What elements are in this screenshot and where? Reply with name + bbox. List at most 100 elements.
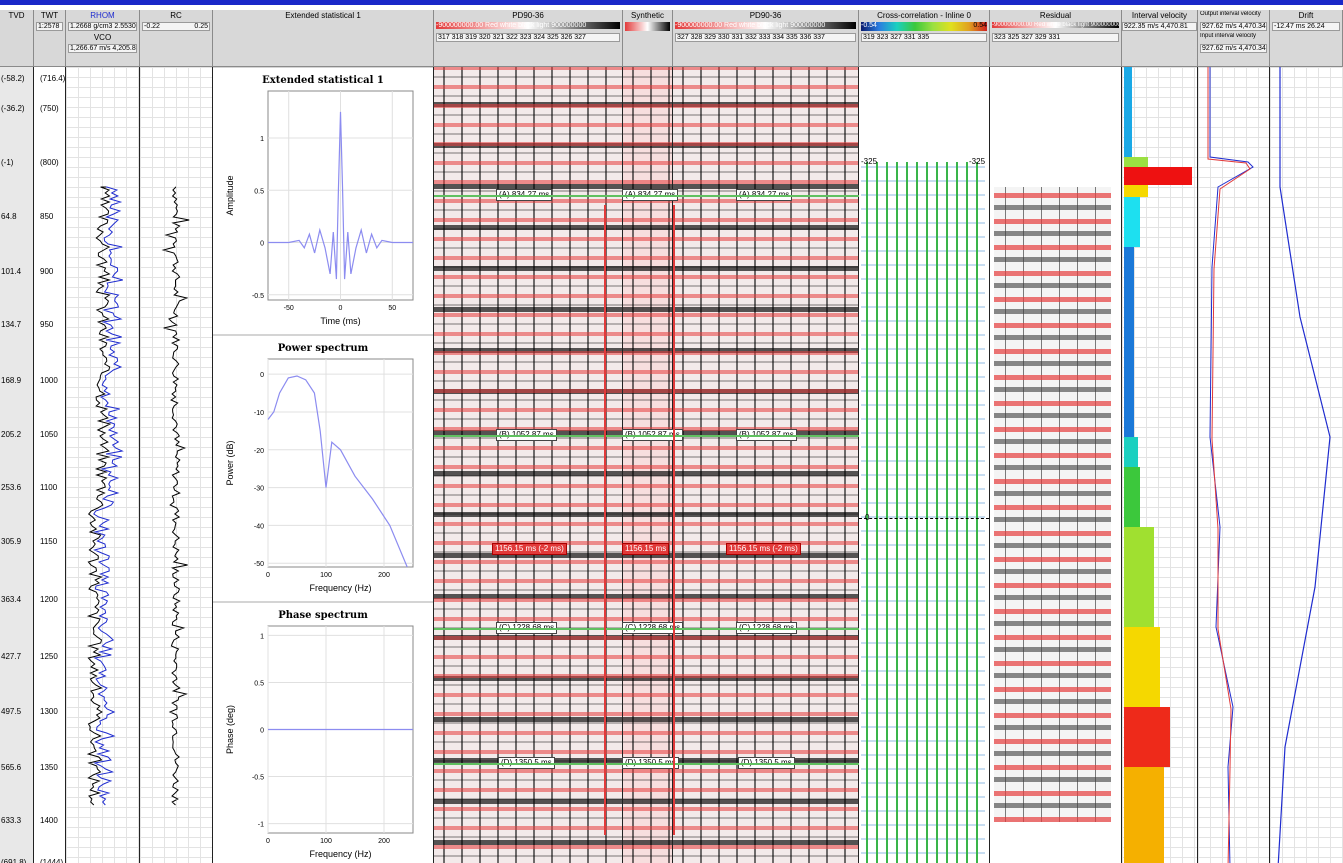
ivel-track[interactable] (1122, 67, 1198, 863)
tvd-label: 363.4 (1, 595, 22, 604)
header-oivel[interactable]: Output interval velocity 927.62 m/s 4,47… (1198, 10, 1270, 67)
header-twt[interactable]: TWT 1:2578 (34, 10, 66, 67)
oivel-title: Output interval velocity (1200, 11, 1261, 17)
depth-labels: (-58.2) (716.4) (-36.2) (750) (-1) (800) 64.8 8… (0, 67, 66, 863)
vco-curve (86, 186, 112, 806)
ivel-bar (1124, 247, 1134, 437)
x-tick: 0 (266, 572, 270, 579)
rc-log-plot (161, 186, 190, 806)
tvd-label: 101.4 (1, 267, 22, 276)
x-tick: 0 (266, 838, 270, 845)
header-twt-title: TWT (40, 11, 59, 20)
twt-label: 1000 (40, 376, 58, 385)
xcor-zero-label: 0 (865, 513, 870, 522)
twt-label: (1444) (40, 858, 64, 863)
rc-range: -0.22 0.25 (142, 22, 210, 31)
resid-colorbar: -900000000.00 Red white black light 9000… (992, 22, 1119, 28)
plot-title: Phase spectrum (278, 610, 368, 621)
synthetic-track[interactable] (623, 67, 673, 863)
oivel-track[interactable] (1198, 67, 1270, 863)
x-axis-label: Time (ms) (320, 316, 360, 326)
y-tick: -50 (254, 561, 264, 568)
header-syn[interactable]: Synthetic (623, 10, 673, 67)
xcor-max: 0.54 (973, 22, 987, 29)
header-ext[interactable]: Extended statistical 1 (213, 10, 434, 67)
header-pd2[interactable]: PD90-36 -900000000.00 Red white black li… (673, 10, 859, 67)
plot-title: Power spectrum (278, 343, 369, 354)
rhom-log-plot (86, 186, 124, 806)
header-xcor-title: Cross-correlation - Inline 0 (877, 11, 971, 20)
shift-vertical-line[interactable] (604, 205, 606, 835)
header-tvd[interactable]: TVD (0, 10, 34, 67)
drift-range: -12.47 ms 26.24 (1272, 22, 1340, 31)
y-tick: 0 (260, 728, 264, 735)
series-line (267, 375, 408, 568)
tvd-label: 205.2 (1, 430, 22, 439)
seismic-pd1-track[interactable] (434, 67, 623, 863)
rhom-track[interactable] (66, 67, 140, 863)
header-pd2-title: PD90-36 (749, 11, 782, 20)
ivel-bar (1124, 167, 1192, 185)
tvd-label: 64.8 (1, 212, 17, 221)
header-rhom-title: RHOM (90, 11, 115, 20)
plot-title: Extended statistical 1 (262, 75, 384, 86)
ivel-bar (1124, 185, 1148, 197)
marker-b-line[interactable] (434, 435, 859, 437)
header-syn-title: Synthetic (631, 11, 664, 20)
twt-label: 850 (40, 212, 54, 221)
marker-a-line[interactable] (434, 195, 859, 197)
xcor-zero-line (859, 518, 989, 519)
marker-d-line[interactable] (434, 763, 859, 765)
ivel-bars (1124, 67, 1192, 863)
x-tick: 200 (378, 572, 390, 579)
drift-track[interactable] (1270, 67, 1343, 863)
header-ivel[interactable]: Interval velocity 922.35 m/s 4,470.81 (1122, 10, 1198, 67)
y-tick: -1 (258, 822, 264, 829)
twt-label: 900 (40, 267, 54, 276)
twt-label: (716.4) (40, 74, 66, 83)
wavelet-track[interactable]: Extended statistical 1 -50 0 50 1 0.5 0 -0.5 Tim… (213, 67, 434, 863)
tvd-label: (-36.2) (1, 104, 25, 113)
header-drift[interactable]: Drift -12.47 ms 26.24 (1270, 10, 1343, 67)
y-axis-label: Amplitude (225, 175, 235, 215)
seismic-pd2-track[interactable] (673, 67, 859, 863)
shift-marker-syn[interactable]: 1156.15 ms (622, 543, 670, 555)
tvd-label: 565.6 (1, 763, 22, 772)
y-tick: -40 (254, 523, 264, 530)
tvd-label: 253.6 (1, 483, 22, 492)
header-pd1[interactable]: PD90-36 -900000000.00 Red white black li… (434, 10, 623, 67)
wavelet-plots: Extended statistical 1-50 0 5010.50-0.5Tim… (213, 67, 433, 859)
plot-frame (267, 358, 414, 568)
xcor-label-right: -325 (969, 157, 986, 166)
y-tick: -0.5 (252, 775, 264, 782)
twt-label: (750) (40, 104, 59, 113)
drift-curve (1277, 67, 1331, 863)
shift-marker-pd2[interactable]: 1156.15 ms (-2 ms) (726, 543, 801, 555)
tvd-label: 497.5 (1, 707, 22, 716)
xcor-track[interactable]: -325 -325 0 (859, 67, 990, 863)
resid-ticks: 323 325 327 329 331 (992, 33, 1119, 42)
x-tick: 100 (320, 838, 332, 845)
shift-vertical-line-2[interactable] (673, 205, 675, 835)
x-axis-label: Frequency (Hz) (309, 849, 371, 859)
marker-c-line[interactable] (434, 628, 859, 630)
rc-track[interactable] (140, 67, 213, 863)
tvd-label: 305.9 (1, 537, 22, 546)
y-tick: -0.5 (252, 293, 264, 300)
header-rc[interactable]: RC -0.22 0.25 (140, 10, 213, 67)
header-resid[interactable]: Residual -900000000.00 Red white black l… (990, 10, 1122, 67)
ivel-bar (1124, 157, 1148, 167)
twt-label: 1350 (40, 763, 58, 772)
header-pd1-title: PD90-36 (512, 11, 544, 20)
residual-track[interactable] (990, 67, 1122, 863)
tvd-label: 427.7 (1, 652, 22, 661)
header-rhom[interactable]: RHOM 1.2668 g/cm3 2.5530 VCO 1,266.67 m/… (66, 10, 140, 67)
oivel-range: 927.62 m/s 4,470.34 (1200, 22, 1267, 31)
tvd-label: (-1) (1, 158, 14, 167)
ivel-bar (1124, 767, 1164, 863)
header-xcor[interactable]: Cross-correlation - Inline 0 -0.54 0.54 3… (859, 10, 990, 67)
shift-marker-pd1[interactable]: 1156.15 ms (-2 ms) (492, 543, 567, 555)
pd2-ticks: 327 328 329 330 331 332 333 334 335 336 … (675, 33, 856, 42)
oivel-curves (1207, 67, 1254, 863)
iivel-range: 927.62 m/s 4,470.34 (1200, 44, 1267, 53)
